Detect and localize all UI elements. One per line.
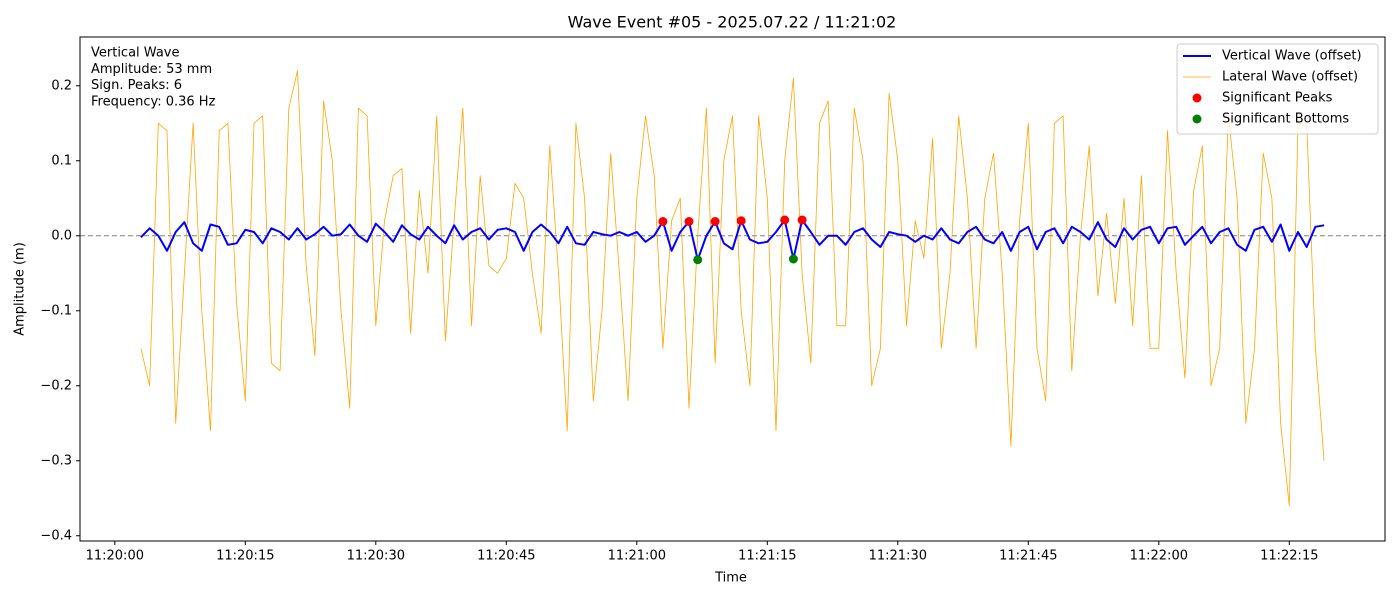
marker [658,217,668,226]
y-tick-label: −0.2 [40,378,72,393]
plot-frame [79,36,1386,542]
annotation: Sign. Peaks: 6 [91,78,182,93]
marker [684,217,694,226]
x-tick-label: 11:21:30 [869,549,927,564]
series-line [140,70,1325,507]
marker [780,215,790,225]
y-axis-label: Amplitude (m) [13,242,28,336]
x-tick-label: 11:21:45 [999,549,1057,564]
x-tick-label: 11:22:15 [1260,549,1318,564]
y-tick-label: −0.3 [40,453,72,468]
marker [693,255,703,265]
legend-label: Lateral Wave (offset) [1222,70,1358,85]
legend-marker [1192,93,1202,103]
legend-label: Significant Bottoms [1222,112,1349,127]
x-tick-label: 11:22:00 [1130,549,1188,564]
x-tick-label: 11:20:15 [216,549,274,564]
marker [736,216,746,226]
x-tick-label: 11:20:30 [347,549,405,564]
chart-title: Wave Event #05 - 2025.07.22 / 11:21:02 [568,13,897,32]
annotation: Amplitude: 53 mm [91,62,212,77]
marker [710,217,720,226]
marker [797,215,807,225]
marker [788,254,798,264]
annotation: Frequency: 0.36 Hz [91,94,216,109]
y-tick-label: 0.1 [51,153,72,168]
x-tick-label: 11:20:00 [86,549,144,564]
series-line [140,219,1325,261]
annotation: Vertical Wave [91,46,179,61]
y-tick-label: 0.0 [51,228,72,243]
x-axis-label: Time [714,571,747,586]
y-tick-label: 0.2 [51,78,72,93]
x-tick-label: 11:21:15 [738,549,796,564]
legend-box [1176,43,1379,135]
legend-label: Vertical Wave (offset) [1222,49,1362,64]
y-tick-label: −0.4 [40,528,72,543]
y-tick-label: −0.1 [40,303,72,318]
legend-marker [1192,114,1202,124]
legend-label: Significant Peaks [1222,91,1333,106]
x-tick-label: 11:21:00 [608,549,666,564]
x-tick-label: 11:20:45 [477,549,535,564]
